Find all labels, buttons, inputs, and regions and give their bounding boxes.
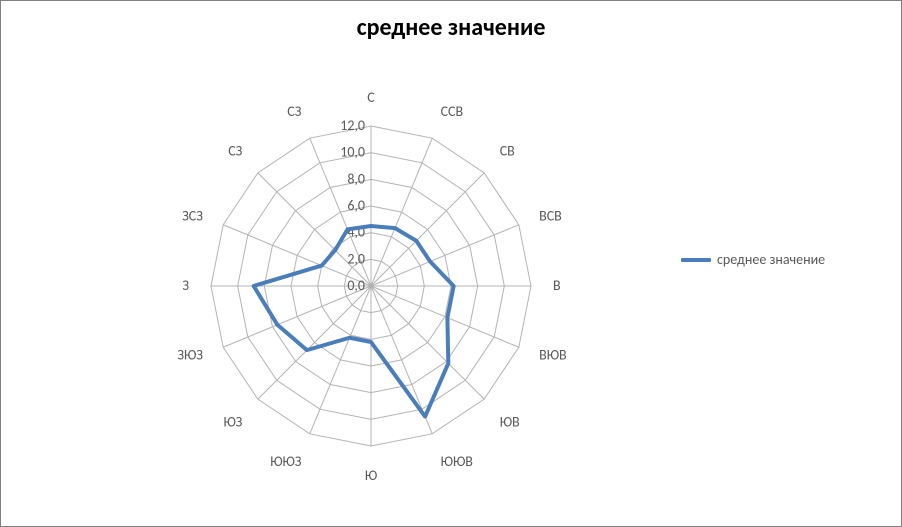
svg-text:ЮЮВ: ЮЮВ: [441, 453, 474, 470]
svg-text:12,0: 12,0: [340, 117, 365, 134]
svg-text:ЮЗ: ЮЗ: [223, 414, 242, 431]
svg-text:ВЮВ: ВЮВ: [539, 347, 567, 364]
chart-container: среднее значение 0,02,04,06,08,010,012,0…: [0, 0, 902, 527]
svg-text:ССВ: ССВ: [441, 103, 464, 120]
svg-text:ЗСЗ: ЗСЗ: [182, 207, 203, 224]
radar-chart: 0,02,04,06,08,010,012,0СССВСВВСВВВЮВЮВЮЮ…: [121, 56, 641, 516]
svg-text:З: З: [182, 277, 189, 294]
svg-text:СЗ: СЗ: [228, 142, 242, 159]
svg-text:СЗ: СЗ: [287, 103, 301, 120]
svg-text:2,0: 2,0: [347, 250, 365, 267]
svg-text:В: В: [553, 277, 561, 294]
svg-text:10,0: 10,0: [340, 144, 365, 161]
svg-text:Ю: Ю: [365, 467, 377, 484]
svg-text:ЮЮЗ: ЮЮЗ: [270, 453, 301, 470]
svg-text:6,0: 6,0: [347, 197, 365, 214]
svg-text:ВСВ: ВСВ: [539, 207, 562, 224]
legend-series-label: среднее значение: [717, 251, 825, 268]
svg-text:8,0: 8,0: [347, 170, 365, 187]
chart-title: среднее значение: [1, 13, 901, 42]
legend: среднее значение: [681, 251, 825, 268]
svg-text:СВ: СВ: [500, 142, 515, 159]
legend-series-line: [681, 258, 711, 262]
svg-text:ЗЮЗ: ЗЮЗ: [177, 347, 203, 364]
svg-text:0,0: 0,0: [347, 277, 365, 294]
svg-text:ЮВ: ЮВ: [500, 414, 520, 431]
svg-text:С: С: [367, 89, 375, 106]
